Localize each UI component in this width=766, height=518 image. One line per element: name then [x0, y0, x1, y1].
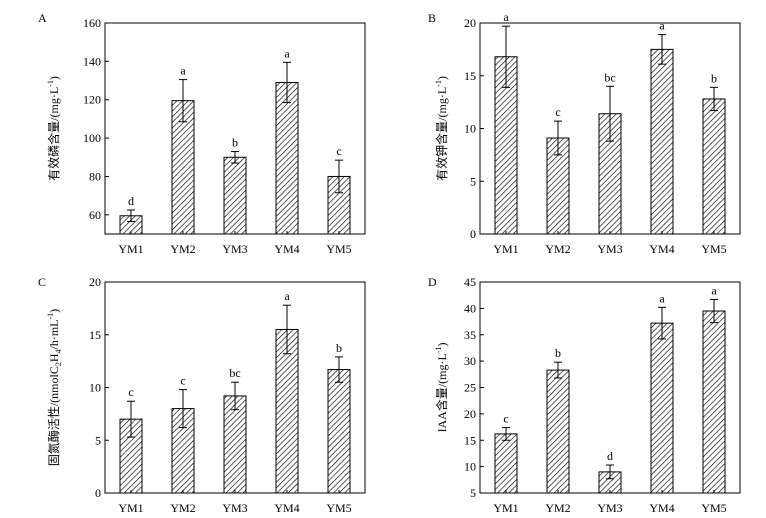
- bar-ym3: [223, 156, 247, 235]
- bar-ym4: [275, 81, 299, 235]
- significance-label: c: [503, 412, 508, 426]
- significance-label: a: [711, 283, 717, 297]
- x-tick-label: YM1: [118, 242, 143, 256]
- panel-label: C: [38, 275, 46, 289]
- chart-panel-a: A 60 80 100 120 140 160 有效磷含量/(mg·L-1) d YM1 a YM2 b…: [38, 11, 366, 256]
- significance-label: b: [232, 136, 238, 150]
- x-tick-label: YM2: [170, 242, 195, 256]
- x-tick-label: YM4: [649, 242, 674, 256]
- y-tick-label: 35: [464, 328, 476, 342]
- y-tick-label: 10: [89, 381, 101, 395]
- x-tick-label: YM5: [701, 242, 726, 256]
- significance-label: c: [128, 385, 133, 399]
- bar-ym5: [702, 98, 726, 235]
- bar-ym2: [546, 369, 570, 494]
- significance-label: d: [607, 449, 613, 463]
- y-tick-label: 160: [83, 16, 101, 30]
- y-axis-label: 有效钾含量/(mg·L-1): [434, 76, 449, 181]
- bar-ym5: [327, 369, 351, 494]
- y-tick-label: 15: [464, 433, 476, 447]
- bar-ym4: [650, 322, 674, 494]
- x-tick-label: YM2: [545, 501, 570, 515]
- significance-label: a: [284, 46, 290, 60]
- y-tick-label: 20: [464, 16, 476, 30]
- bar-ym1: [494, 433, 518, 494]
- x-tick-label: YM4: [274, 501, 299, 515]
- x-tick-label: YM4: [274, 242, 299, 256]
- y-tick-label: 30: [464, 354, 476, 368]
- significance-label: b: [555, 346, 561, 360]
- significance-label: b: [711, 71, 717, 85]
- y-tick-label: 0: [95, 486, 101, 500]
- x-tick-label: YM3: [597, 501, 622, 515]
- significance-label: d: [128, 194, 134, 208]
- significance-label: c: [336, 144, 341, 158]
- bar-ym5: [702, 310, 726, 494]
- panel-label: D: [428, 275, 437, 289]
- x-tick-label: YM3: [222, 242, 247, 256]
- y-tick-label: 100: [83, 131, 101, 145]
- y-tick-label: 20: [89, 275, 101, 289]
- y-tick-label: 5: [95, 433, 101, 447]
- significance-label: a: [659, 19, 665, 33]
- y-tick-label: 45: [464, 275, 476, 289]
- panel-label: A: [38, 11, 47, 25]
- x-tick-label: YM5: [326, 501, 351, 515]
- x-tick-label: YM1: [493, 242, 518, 256]
- significance-label: bc: [229, 366, 240, 380]
- significance-label: c: [180, 374, 185, 388]
- y-axis-label: 固氮酶活性/(nmolC2H4/h·mL-1): [46, 309, 63, 466]
- y-tick-label: 5: [470, 486, 476, 500]
- y-tick-label: 40: [464, 301, 476, 315]
- x-tick-label: YM4: [649, 501, 674, 515]
- bar-ym3: [223, 395, 247, 494]
- x-tick-label: YM5: [326, 242, 351, 256]
- y-axis-label: IAA含量/(mg·L-1): [434, 343, 449, 433]
- y-tick-label: 0: [470, 227, 476, 241]
- x-tick-label: YM1: [493, 501, 518, 515]
- y-tick-label: 120: [83, 93, 101, 107]
- significance-label: b: [336, 341, 342, 355]
- y-tick-label: 10: [464, 122, 476, 136]
- x-tick-label: YM3: [597, 242, 622, 256]
- significance-label: a: [659, 291, 665, 305]
- x-tick-label: YM1: [118, 501, 143, 515]
- x-tick-label: YM5: [701, 501, 726, 515]
- panel-label: B: [428, 11, 436, 25]
- significance-label: a: [284, 289, 290, 303]
- x-tick-label: YM3: [222, 501, 247, 515]
- y-tick-label: 15: [89, 328, 101, 342]
- y-tick-label: 5: [470, 174, 476, 188]
- x-tick-label: YM2: [170, 501, 195, 515]
- significance-label: bc: [604, 70, 615, 84]
- y-tick-label: 140: [83, 54, 101, 68]
- y-axis-label: 有效磷含量/(mg·L-1): [46, 76, 61, 181]
- y-tick-label: 60: [89, 208, 101, 222]
- y-tick-label: 80: [89, 169, 101, 183]
- significance-label: c: [555, 105, 560, 119]
- y-tick-label: 15: [464, 69, 476, 83]
- chart-panel-c: C 0 5 10 15 20 固氮酶活性/(nmolC2H4/h·mL-1) c YM1 c YM2…: [38, 275, 366, 515]
- y-tick-label: 10: [464, 460, 476, 474]
- chart-panel-d: D 5 10 15 20 25 30 35 40 45 IAA含量/(mg·L-1) c YM1 b YM2…: [428, 275, 741, 515]
- significance-label: a: [503, 10, 509, 24]
- significance-label: a: [180, 64, 186, 78]
- chart-panel-b: B 0 5 10 15 20 有效钾含量/(mg·L-1) a YM1 c YM2 bc YM3 a YM4…: [428, 10, 741, 256]
- x-tick-label: YM2: [545, 242, 570, 256]
- y-tick-label: 20: [464, 407, 476, 421]
- y-tick-label: 25: [464, 381, 476, 395]
- bar-ym4: [650, 48, 674, 235]
